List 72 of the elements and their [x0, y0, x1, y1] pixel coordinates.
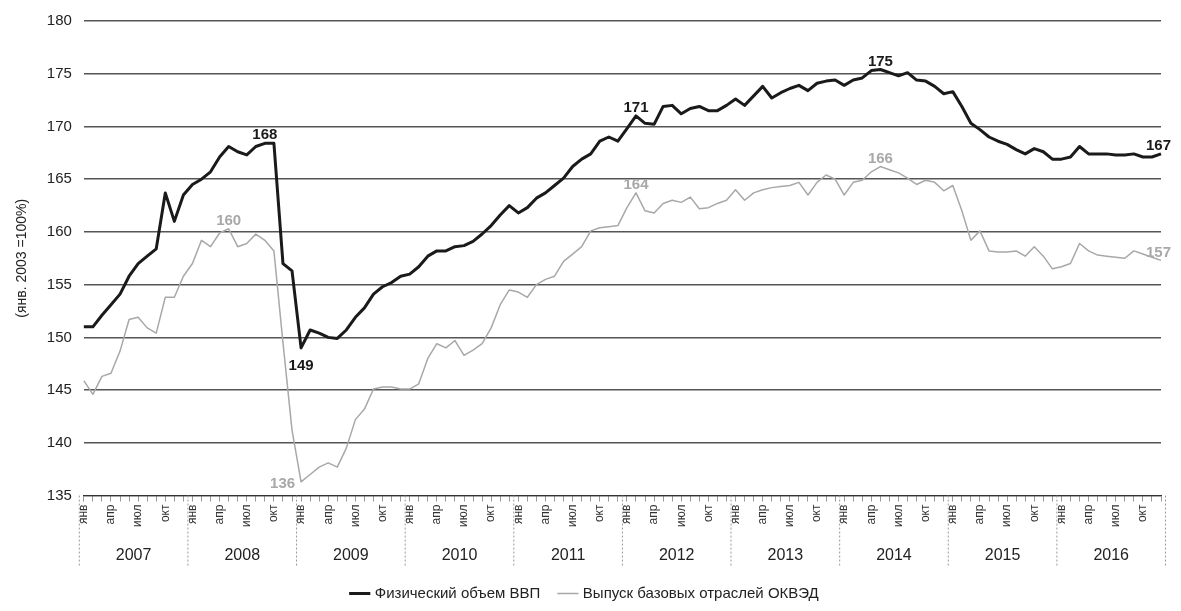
text: 2011: [550, 546, 586, 564]
x-tick-label: апр: [755, 504, 770, 525]
x-tick-label: янв: [293, 504, 308, 525]
text: 2007: [115, 546, 152, 564]
x-tick-label: апр: [646, 504, 661, 525]
data-label: 175: [867, 51, 893, 69]
x-tick-label: июл: [239, 504, 254, 528]
data-label: 149: [288, 356, 314, 374]
x-tick-label: июл: [999, 504, 1014, 528]
data-label: 136: [270, 473, 296, 491]
y-tick-label: 150: [46, 327, 72, 345]
text: 2010: [441, 546, 478, 564]
text: 2015: [984, 546, 1021, 564]
x-tick-label: июл: [456, 504, 471, 528]
x-tick-label: янв: [619, 504, 634, 525]
x-tick-label: янв: [76, 504, 91, 525]
x-tick-label: апр: [537, 504, 552, 525]
text: 2013: [767, 546, 804, 564]
x-tick-label: апр: [863, 504, 878, 525]
x-tick-label: апр: [1080, 504, 1095, 525]
x-tick-label: окт: [266, 504, 281, 523]
y-tick-label: 145: [46, 380, 72, 398]
x-tick-label: окт: [809, 504, 824, 523]
x-tick-label: июл: [673, 504, 688, 528]
x-tick-label: окт: [483, 504, 498, 523]
x-tick-label: окт: [917, 504, 932, 523]
data-label: 171: [623, 98, 649, 116]
data-label: 166: [867, 148, 893, 166]
x-tick-label: июл: [782, 504, 797, 528]
x-tick-label: янв: [1053, 504, 1068, 525]
data-label: 167: [1145, 136, 1171, 154]
text: 2008: [224, 546, 261, 564]
x-tick-label: янв: [402, 504, 417, 525]
x-tick-label: янв: [945, 504, 960, 525]
x-tick-label: янв: [727, 504, 742, 525]
x-tick-label: янв: [184, 504, 199, 525]
y-tick-label: 175: [46, 63, 72, 81]
x-tick-label: окт: [700, 504, 715, 523]
x-tick-label: июл: [564, 504, 579, 528]
text: 2014: [876, 546, 912, 564]
x-tick-label: июл: [1108, 504, 1123, 528]
x-tick-label: окт: [157, 504, 172, 523]
x-tick-label: окт: [592, 504, 607, 523]
x-tick-label: июл: [347, 504, 362, 528]
y-tick-label: 155: [46, 274, 72, 292]
x-tick-label: янв: [510, 504, 525, 525]
y-tick-label: 140: [46, 432, 72, 450]
x-tick-label: июл: [890, 504, 905, 528]
x-tick-label: апр: [429, 504, 444, 525]
legend-label: Физический объем ВВП: [374, 583, 541, 601]
x-tick-label: окт: [1135, 504, 1150, 523]
y-tick-label: 135: [46, 485, 72, 503]
x-tick-label: апр: [211, 504, 226, 525]
y-tick-label: 170: [46, 116, 72, 134]
x-tick-label: янв: [836, 504, 851, 525]
x-tick-label: июл: [130, 504, 145, 528]
data-label: 168: [252, 125, 278, 143]
x-tick-label: апр: [972, 504, 987, 525]
y-tick-label: 165: [46, 169, 72, 187]
x-tick-label: окт: [1026, 504, 1041, 523]
text: 2016: [1093, 546, 1130, 564]
data-label: 157: [1145, 242, 1171, 260]
data-label: 160: [216, 210, 242, 228]
y-tick-label: 160: [46, 222, 72, 240]
y-axis-title: (янв. 2003 =100%): [13, 198, 30, 318]
text: 2009: [333, 546, 369, 564]
text: 2012: [658, 546, 695, 564]
x-tick-label: апр: [103, 504, 118, 525]
y-tick-label: 180: [46, 11, 72, 29]
legend-label: Выпуск базовых отраслей ОКВЭД: [582, 583, 819, 601]
x-tick-label: окт: [374, 504, 389, 523]
x-tick-label: апр: [320, 504, 335, 525]
